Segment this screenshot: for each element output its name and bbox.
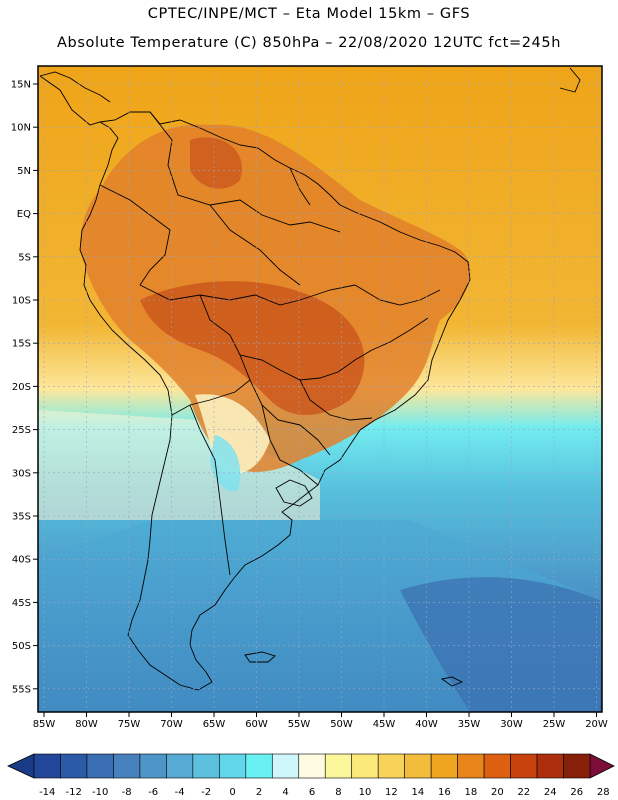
lat-label: 10S [12,296,31,307]
lon-label: 65W [203,719,226,730]
lat-label: 30S [12,468,31,479]
colorbar-swatch [324,753,353,779]
colorbar-label: -12 [66,787,82,798]
colorbar-label: 2 [256,787,262,798]
lat-lon-grid [38,66,602,712]
colorbar-swatch [457,753,485,779]
colorbar-swatch [536,753,564,779]
lon-label: 50W [330,719,353,730]
colorbar-swatch [33,753,61,779]
colorbar-label: -2 [201,787,211,798]
colorbar-label: -10 [92,787,108,798]
lon-label: 20W [585,719,608,730]
colorbar-swatch [245,753,273,779]
lat-label: 5N [17,166,31,177]
colorbar-swatch [430,753,458,779]
map-title-line2: Absolute Temperature (C) 850hPa – 22/08/… [57,35,561,51]
lat-label: 5S [18,252,31,263]
longitude-labels: 85W 80W 75W 70W 65W 60W 55W 50W 45W 40W 35W 30W 25W 2… [33,719,608,730]
colorbar-swatch [351,753,379,779]
colorbar-label: -6 [148,787,158,798]
colorbar-label: 20 [491,787,504,798]
colorbar-label: -8 [122,787,132,798]
colorbar-swatch [219,753,247,779]
pacific-warm-band [38,410,320,520]
lat-label: 15S [12,339,31,350]
lon-label: 30W [500,719,523,730]
map-frame [37,65,603,713]
lon-label: 35W [458,719,481,730]
colorbar-label: 18 [464,787,477,798]
lon-label: 80W [75,719,98,730]
colorbar-label: 14 [412,787,425,798]
colorbar-label: 0 [229,787,235,798]
colorbar-label: 16 [438,787,451,798]
lon-label: 70W [160,719,183,730]
colorbar-swatch [404,753,432,779]
colorbar-over-arrow [589,753,615,779]
lat-label: 25S [12,425,31,436]
latitude-labels: 15N 10N 5N EQ 5S 10S 15S 20S 25S 30S 35S 40S 45S 50S 5… [11,80,31,696]
coastlines-and-borders [39,67,581,691]
colorbar-swatch [166,753,194,779]
colorbar-swatch [86,753,114,779]
colorbar-label: 28 [597,787,610,798]
lat-label: EQ [17,209,31,220]
colorbar-swatch [192,753,220,779]
colorbar-label: -14 [39,787,55,798]
colorbar-label: 8 [335,787,341,798]
colorbar-swatch [139,753,167,779]
colorbar-swatch [113,753,141,779]
lat-label: 15N [11,80,31,91]
colorbar-label: 22 [517,787,530,798]
lon-label: 45W [373,719,396,730]
lat-label: 55S [12,684,31,695]
colorbar-swatch [563,753,591,779]
colorbar-label: 26 [570,787,583,798]
lon-label: 85W [33,719,56,730]
lat-label: 45S [12,598,31,609]
hot-core-central-brazil [140,281,365,415]
colorbar-label: -4 [175,787,185,798]
colorbar-label: 12 [385,787,398,798]
colorbar-label: 4 [282,787,288,798]
lat-label: 40S [12,555,31,566]
colorbar-swatch [271,753,300,779]
colorbar-swatch [510,753,538,779]
map-plot-area [38,66,602,712]
colorbar-under-arrow [7,753,35,779]
axis-ticks [33,83,597,717]
lat-label: 50S [12,641,31,652]
colorbar-swatch [298,753,326,779]
colorbar-label: 6 [309,787,315,798]
south-atlantic-cold-core [400,577,600,712]
lat-label: 10N [11,123,31,134]
lat-label: 35S [12,512,31,523]
lon-label: 25W [543,719,566,730]
map-title-line1: CPTEC/INPE/MCT – Eta Model 15km – GFS [147,6,471,22]
colorbar-label: 24 [544,787,557,798]
lon-label: 55W [288,719,311,730]
lon-label: 40W [415,719,438,730]
colorbar: -14 -12 -10 -8 -6 -4 -2 0 2 4 6 8 10 12 14 16 18 20 22 24 26… [7,753,615,798]
lat-label: 20S [12,382,31,393]
colorbar-label: 10 [359,787,372,798]
lon-label: 75W [118,719,141,730]
lon-label: 60W [245,719,268,730]
colorbar-swatch [377,753,405,779]
colorbar-swatch [483,753,511,779]
hot-core-northern [190,137,242,189]
colorbar-swatch [60,753,88,779]
